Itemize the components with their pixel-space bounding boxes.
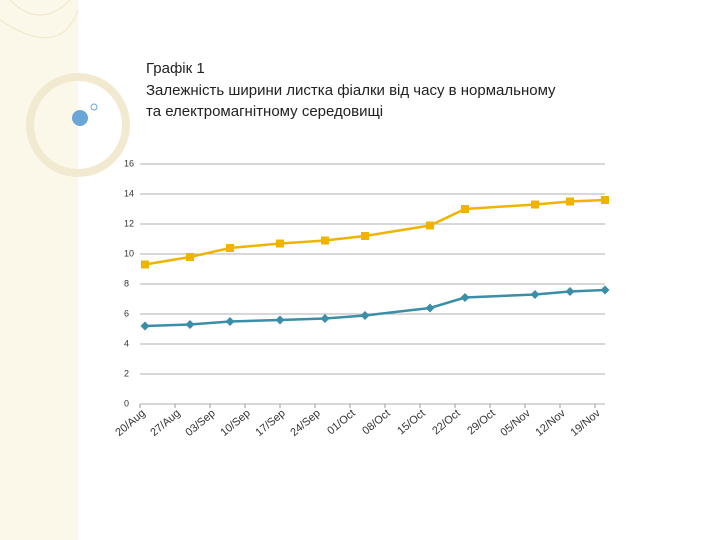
x-tick-label: 10/Sep xyxy=(218,407,252,439)
y-tick-label: 6 xyxy=(124,308,129,318)
y-tick-label: 14 xyxy=(124,188,134,198)
x-tick-label: 17/Sep xyxy=(253,407,287,439)
x-tick-label: 12/Nov xyxy=(533,407,568,439)
y-tick-label: 4 xyxy=(124,338,129,348)
marker xyxy=(460,293,470,302)
marker xyxy=(425,303,435,313)
x-tick-label: 22/Oct xyxy=(430,407,463,437)
marker xyxy=(360,311,370,320)
marker xyxy=(225,317,235,326)
chart-subtitle: Залежність ширини листка фіалки від часу… xyxy=(146,82,556,99)
marker xyxy=(275,315,285,325)
y-tick-label: 12 xyxy=(124,218,134,228)
marker xyxy=(276,239,284,248)
decor-ring xyxy=(26,73,130,177)
marker xyxy=(186,253,194,261)
y-tick-label: 10 xyxy=(124,248,134,258)
marker xyxy=(321,236,329,245)
marker xyxy=(226,244,234,252)
marker xyxy=(565,287,575,296)
marker xyxy=(140,321,150,331)
marker xyxy=(361,232,369,240)
marker xyxy=(141,260,149,269)
marker xyxy=(461,205,469,213)
x-tick-label: 20/Aug xyxy=(113,407,147,439)
marker xyxy=(530,290,540,299)
marker xyxy=(531,200,539,209)
x-tick-label: 15/Oct xyxy=(395,407,428,437)
x-tick-label: 08/Oct xyxy=(360,407,393,437)
x-tick-label: 19/Nov xyxy=(568,407,603,439)
y-tick-label: 16 xyxy=(124,158,134,168)
marker xyxy=(185,320,195,329)
decor-dot xyxy=(72,110,88,126)
series-line xyxy=(144,198,606,266)
chart-subtitle: та електромагнітному середовищі xyxy=(146,103,383,120)
y-tick-label: 8 xyxy=(124,278,129,288)
marker xyxy=(601,196,609,204)
x-tick-label: 24/Sep xyxy=(288,407,322,439)
marker xyxy=(600,285,610,295)
x-tick-label: 03/Sep xyxy=(183,407,217,439)
side-panel xyxy=(0,0,78,540)
x-tick-label: 05/Nov xyxy=(498,407,533,439)
marker xyxy=(426,221,434,230)
decor-lines xyxy=(0,0,79,39)
x-tick-label: 27/Aug xyxy=(148,407,182,439)
y-tick-label: 0 xyxy=(124,398,129,408)
marker xyxy=(566,197,574,206)
x-tick-label: 01/Oct xyxy=(325,407,358,437)
marker xyxy=(320,314,330,323)
chart-title: Графік 1 xyxy=(146,60,205,77)
y-tick-label: 2 xyxy=(124,368,129,378)
x-tick-label: 29/Oct xyxy=(465,407,498,437)
decor-dot-small xyxy=(90,103,98,111)
